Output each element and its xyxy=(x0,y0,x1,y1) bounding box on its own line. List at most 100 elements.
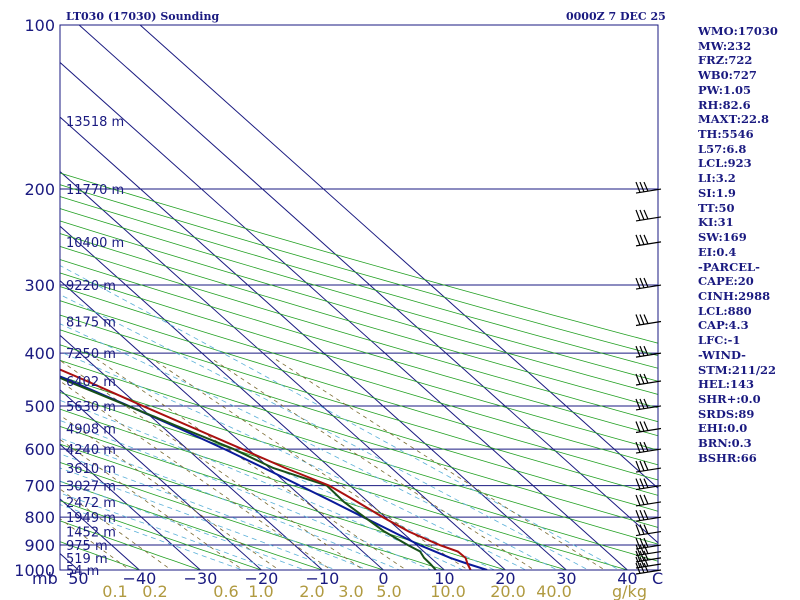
isotherm-line xyxy=(60,389,262,570)
isotherm-line xyxy=(0,25,17,570)
temperature-tick-label: 10 xyxy=(434,569,454,588)
height-label: 13518 m xyxy=(66,115,124,130)
pressure-tick-label: 300 xyxy=(24,276,55,295)
wind-barbs xyxy=(635,181,662,575)
dry-adiabat xyxy=(60,300,658,481)
height-label: 975 m xyxy=(66,539,108,554)
index-value: SRDS:89 xyxy=(698,406,755,421)
isotherm-line xyxy=(60,61,628,570)
index-value: PW:1.05 xyxy=(698,82,752,97)
dry-adiabat xyxy=(60,344,658,528)
height-label: 54 m xyxy=(66,564,99,579)
index-value: MAXT:22.8 xyxy=(698,112,769,127)
wind-barb xyxy=(635,181,662,194)
temperature-tick-label: −40 xyxy=(123,569,157,588)
wind-barb xyxy=(635,345,662,358)
wind-barb xyxy=(635,478,662,491)
dry-adiabat xyxy=(60,461,385,570)
temperature-profile-line xyxy=(60,368,472,570)
wind-barb xyxy=(635,209,662,222)
moist-adiabat xyxy=(60,419,433,570)
mixing-ratio-unit: g/kg xyxy=(612,582,647,600)
temperature-tick-label: −10 xyxy=(306,569,340,588)
dry-adiabat xyxy=(60,520,202,570)
height-label: 2472 m xyxy=(66,496,116,511)
wind-barb xyxy=(635,234,662,247)
index-value: WB0:727 xyxy=(698,68,757,83)
dry-adiabat xyxy=(60,329,658,512)
temperature-tick-label: 20 xyxy=(495,569,515,588)
dewpoint-profile-line xyxy=(60,376,437,570)
moist-adiabat xyxy=(60,453,369,570)
profile-lines xyxy=(60,368,488,570)
index-value: HEL:143 xyxy=(698,377,754,392)
temperature-tick-label: 50 xyxy=(68,569,88,588)
dry-adiabat xyxy=(60,480,324,570)
temperature-axis: 50 −40 −30 −20 −10 0 10 20 30 40 xyxy=(68,569,637,588)
index-value: CAPE:20 xyxy=(698,274,754,289)
temperature-tick-label: 0 xyxy=(378,569,388,588)
pressure-tick-label: 700 xyxy=(24,477,55,496)
height-label: 8175 m xyxy=(66,316,116,331)
height-label: 6402 m xyxy=(66,375,116,390)
wind-barb xyxy=(635,524,662,537)
mixing-ratio-tick-label: 0.2 xyxy=(142,582,167,600)
index-value: LI:3.2 xyxy=(698,171,736,186)
background-grid xyxy=(0,25,658,570)
parcel-profile-line xyxy=(60,375,488,570)
mixing-ratio-tick-label: 3.0 xyxy=(338,582,363,600)
dry-adiabat xyxy=(60,541,141,570)
moist-adiabat xyxy=(60,351,527,570)
mixing-ratio-tick-label: 0.1 xyxy=(102,582,127,600)
index-value: RH:82.6 xyxy=(698,97,751,112)
wind-barb xyxy=(635,373,662,386)
mixing-ratio-tick-label: 10.0 xyxy=(430,582,466,600)
mixing-ratio-tick-label: 20.0 xyxy=(490,582,526,600)
pressure-tick-label: 200 xyxy=(24,180,55,199)
temp-unit-label: C xyxy=(652,569,663,588)
height-label: 5630 m xyxy=(66,400,116,415)
mixing-ratio-tick-label: 40.0 xyxy=(536,582,572,600)
dry-adiabat xyxy=(60,245,658,423)
moist-adiabat xyxy=(60,504,244,570)
wind-barb xyxy=(635,494,662,507)
index-value: SW:169 xyxy=(698,230,747,245)
dry-adiabat xyxy=(60,359,658,545)
height-label: 7250 m xyxy=(66,347,116,362)
index-value: BSHR:66 xyxy=(698,450,757,465)
chart-title: LT030 (17030) Sounding xyxy=(66,10,219,23)
mixing-ratio-line xyxy=(152,358,469,570)
dry-adiabat xyxy=(60,375,658,562)
wind-barb xyxy=(635,509,662,522)
isotherm-line xyxy=(60,280,384,570)
wind-barb xyxy=(635,314,662,327)
dry-adiabat xyxy=(60,286,658,466)
index-value: TH:5546 xyxy=(698,127,754,142)
temperature-tick-label: 40 xyxy=(617,569,637,588)
plot-frame xyxy=(59,24,659,571)
mixing-ratio-line xyxy=(60,439,244,570)
height-label: 1949 m xyxy=(66,511,116,526)
index-value: CINH:2988 xyxy=(698,288,771,303)
height-label: 3027 m xyxy=(66,480,116,495)
index-value: BRN:0.3 xyxy=(698,436,752,451)
moist-adiabat xyxy=(60,265,621,570)
wind-barb xyxy=(635,398,662,411)
index-value: CAP:4.3 xyxy=(698,318,749,333)
index-value: L57:6.8 xyxy=(698,141,747,156)
height-label: 4240 m xyxy=(66,443,116,458)
chart-datetime: 0000Z 7 DEC 25 xyxy=(566,10,666,23)
pressure-tick-label: 400 xyxy=(24,344,55,363)
mixing-ratio-line xyxy=(60,359,365,570)
moist-adiabat xyxy=(60,323,558,570)
mixing-ratio-line xyxy=(274,358,606,570)
pressure-tick-label: 100 xyxy=(24,16,55,35)
index-value: FRZ:722 xyxy=(698,53,753,68)
mb-label: mb xyxy=(32,569,58,588)
wind-barb xyxy=(635,421,662,434)
isotherm-line xyxy=(60,225,445,570)
wind-barb xyxy=(635,460,662,473)
height-label: 3610 m xyxy=(66,462,116,477)
mixing-ratio-tick-label: 5.0 xyxy=(376,582,401,600)
